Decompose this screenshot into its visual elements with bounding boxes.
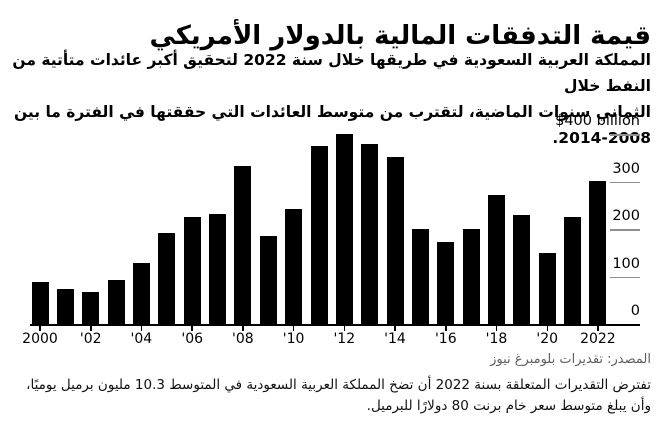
y-axis-tick-line bbox=[610, 181, 640, 183]
bar-2001 bbox=[56, 288, 74, 324]
chart-subtitle: المملكة العربية السعودية في طريقها خلال … bbox=[8, 47, 651, 151]
chart-title: قيمة التدفقات المالية بالدولار الأمريكي bbox=[149, 21, 651, 52]
bar-2021 bbox=[564, 217, 582, 324]
x-axis-label: 2000 bbox=[22, 331, 58, 347]
source-note: المصدر: تقديرات بلومبرغ نيوز bbox=[490, 352, 651, 367]
x-axis-tick bbox=[394, 326, 396, 331]
x-axis-label: 2022 bbox=[580, 331, 616, 347]
bar-2007 bbox=[209, 213, 226, 324]
x-axis-label: '12 bbox=[333, 331, 356, 347]
x-axis-tick bbox=[597, 326, 599, 331]
bar-2013 bbox=[361, 143, 379, 324]
bar-2015 bbox=[411, 229, 429, 324]
y-axis-label: $400 billion bbox=[555, 113, 640, 129]
bar-2019 bbox=[513, 214, 531, 325]
x-axis-tick bbox=[292, 326, 295, 331]
bar-2020 bbox=[538, 253, 556, 324]
y-axis-label: 200 bbox=[612, 208, 640, 224]
bar-2002 bbox=[82, 291, 100, 324]
x-axis-label: '02 bbox=[79, 331, 102, 347]
bar-2004 bbox=[132, 263, 150, 324]
x-axis-label: '20 bbox=[536, 331, 559, 347]
bar-2010 bbox=[285, 208, 303, 324]
x-axis-tick bbox=[546, 326, 548, 331]
y-axis-label: 100 bbox=[612, 255, 640, 272]
x-axis-label: '16 bbox=[434, 331, 457, 347]
bar-2000 bbox=[31, 282, 49, 324]
bar-2017 bbox=[462, 228, 480, 324]
x-axis-tick bbox=[242, 326, 244, 331]
y-axis-tick-line bbox=[610, 134, 640, 136]
footnote-line-1: تفترض التقديرات المتعلقة بسنة 2022 أن تض… bbox=[26, 377, 651, 393]
x-axis-label: '18 bbox=[485, 331, 508, 347]
y-axis-zero-label: 0 bbox=[630, 303, 640, 319]
bar-2011 bbox=[310, 145, 328, 324]
bar-2022 bbox=[589, 180, 607, 324]
bar-2008 bbox=[234, 165, 252, 324]
bar-2014 bbox=[386, 156, 404, 324]
x-axis-tick bbox=[39, 326, 41, 331]
x-axis-tick bbox=[90, 326, 92, 331]
bar-2018 bbox=[488, 194, 505, 324]
y-axis-label: 300 bbox=[612, 160, 640, 177]
bar-2016 bbox=[437, 242, 455, 324]
x-axis-label: '04 bbox=[130, 331, 153, 347]
x-axis-tick bbox=[140, 326, 143, 331]
bar-2005 bbox=[158, 232, 176, 324]
x-axis-tick bbox=[495, 326, 498, 331]
y-axis-tick-line bbox=[610, 276, 640, 278]
footnote-line-2: وأن يبلغ متوسط سعر خام برنت 80 دولارًا ل… bbox=[366, 398, 651, 414]
bar-2012 bbox=[335, 134, 353, 324]
x-axis-label: '06 bbox=[181, 331, 204, 347]
footnote: تفترض التقديرات المتعلقة بسنة 2022 أن تض… bbox=[8, 375, 651, 417]
chart-subtitle-line-1: المملكة العربية السعودية في طريقها خلال … bbox=[12, 51, 651, 95]
y-axis-tick-line bbox=[610, 229, 640, 231]
x-axis-line bbox=[30, 324, 640, 326]
x-axis-label: '08 bbox=[232, 331, 254, 347]
x-axis-tick bbox=[445, 326, 447, 331]
x-axis-tick bbox=[191, 326, 193, 331]
x-axis-tick bbox=[343, 326, 346, 331]
bar-2009 bbox=[259, 236, 277, 324]
x-axis-label: '10 bbox=[282, 331, 305, 347]
chart-subtitle-line-2: الثماني سنوات الماضية، لتقترب من متوسط ا… bbox=[13, 103, 651, 147]
bar-2006 bbox=[183, 217, 201, 324]
bar-2003 bbox=[107, 279, 125, 324]
x-axis-label: '14 bbox=[384, 331, 406, 347]
